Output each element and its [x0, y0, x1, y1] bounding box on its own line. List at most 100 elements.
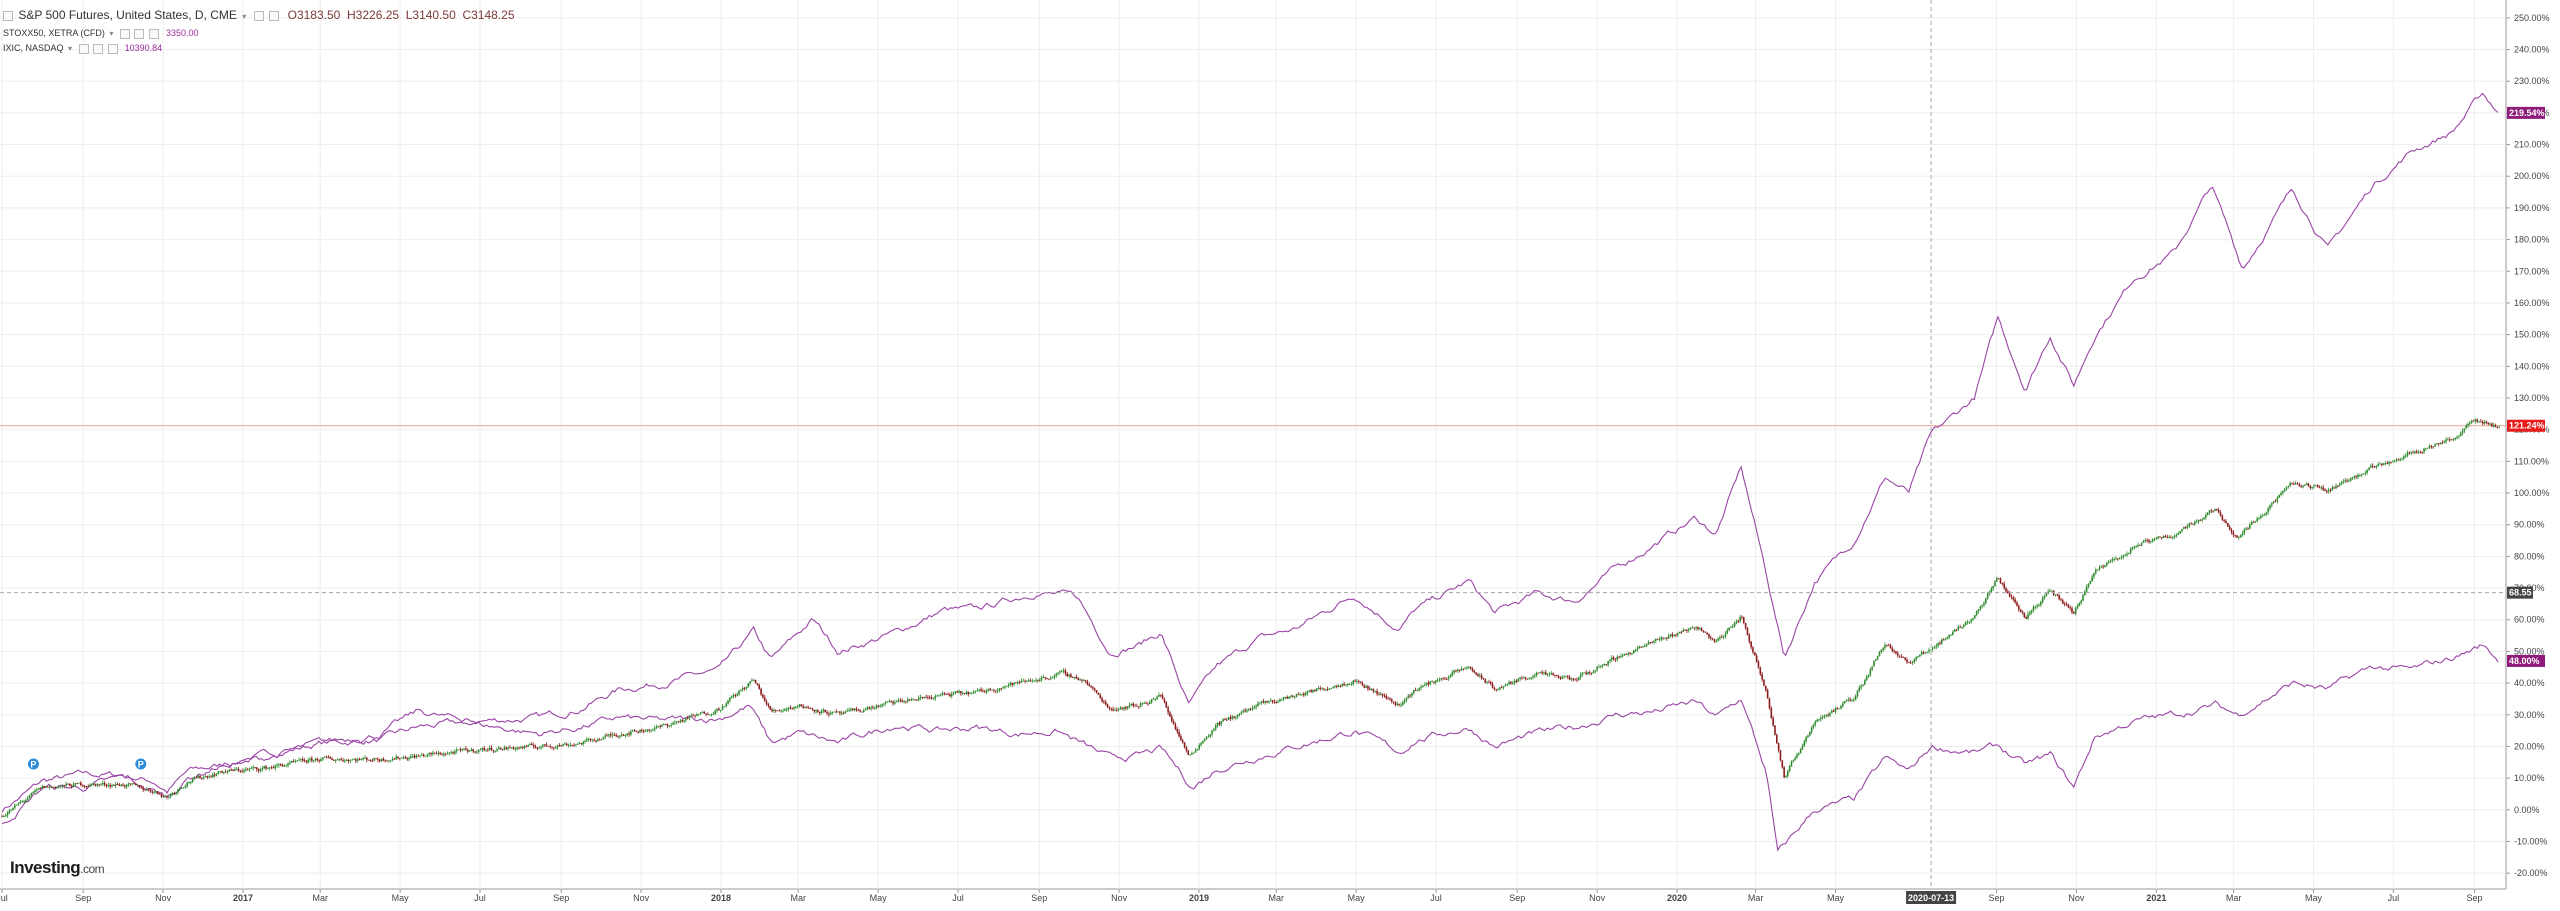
candle-body [1805, 737, 1807, 742]
candle-body [1735, 620, 1738, 623]
chevron-down-icon[interactable]: ▾ [109, 29, 114, 38]
candle-body [2139, 544, 2141, 546]
candle-body [144, 789, 146, 791]
candle-body [1400, 704, 1402, 706]
candle-body [829, 712, 832, 715]
candle-body [2291, 483, 2293, 484]
candle-body [1790, 761, 1793, 767]
candle-body [1484, 679, 1487, 683]
chevron-down-icon[interactable]: ▾ [242, 12, 247, 21]
candle-body [2236, 535, 2238, 538]
legend-series-3-value: 10390.84 [124, 43, 163, 53]
candle-body [2148, 540, 2150, 543]
settings-icon[interactable] [253, 10, 264, 21]
candle-body [2069, 607, 2071, 609]
candle-body [1849, 699, 1851, 701]
candle-body [1064, 670, 1067, 674]
candle-body [2223, 519, 2225, 521]
settings-icon[interactable] [134, 28, 145, 39]
candle-body [807, 707, 810, 709]
candle-body [1403, 700, 1406, 703]
candle-body [2436, 443, 2438, 445]
candle-body [1898, 655, 1901, 657]
candle-body [2093, 572, 2095, 577]
candle-body [879, 706, 882, 707]
candle-body [1090, 686, 1092, 688]
candle-body [1387, 698, 1389, 700]
candle-body [1486, 681, 1488, 683]
candle-body [714, 710, 717, 714]
candle-body [1746, 628, 1749, 635]
candle-body [419, 755, 421, 757]
candle-body [1095, 690, 1098, 693]
visibility-icon[interactable] [78, 43, 89, 54]
candle-body [1200, 743, 1202, 745]
candle-body [1944, 638, 1947, 640]
candle-body [749, 681, 751, 684]
candle-body [1574, 679, 1576, 681]
close-icon[interactable] [268, 10, 279, 21]
candle-body [694, 715, 696, 717]
candle-body [1378, 693, 1380, 695]
candle-body [773, 710, 775, 712]
candle-body [1765, 685, 1767, 691]
event-marker[interactable]: P [134, 757, 148, 771]
candle-body [470, 749, 473, 752]
candle-body [897, 700, 900, 702]
candle-body [433, 752, 436, 754]
candle-body [1236, 714, 1239, 717]
candle-body [411, 755, 414, 757]
visibility-icon[interactable] [119, 28, 130, 39]
candle-body [527, 745, 530, 747]
candle-body [1385, 695, 1388, 699]
candle-body [1776, 734, 1778, 743]
candle-body [1715, 640, 1718, 642]
event-marker[interactable]: P [26, 757, 40, 771]
candle-body [1191, 753, 1193, 755]
candle-body [52, 786, 55, 788]
candle-body [1073, 676, 1076, 678]
legend-series-3: IXIC, NASDAQ ▾ 10390.84 [3, 43, 162, 54]
candle-body [718, 708, 720, 711]
candle-body [606, 735, 608, 737]
candle-body [1671, 634, 1674, 637]
candle-body [23, 800, 25, 802]
candle-body [1709, 637, 1712, 639]
candle-body [2309, 486, 2312, 488]
collapse-icon[interactable] [3, 10, 13, 21]
candle-body [2469, 423, 2471, 425]
candle-body [1365, 686, 1367, 688]
candle-body [1985, 598, 1987, 604]
candle-body [1383, 695, 1386, 697]
candle-body [1977, 609, 1980, 612]
candle-body [1262, 701, 1265, 703]
candle-body [267, 768, 269, 769]
candle-body [712, 713, 715, 715]
close-icon[interactable] [107, 43, 118, 54]
candle-body [650, 729, 652, 731]
candle-body [360, 759, 363, 760]
candle-body [514, 748, 517, 750]
candle-body [2249, 524, 2251, 529]
candle-body [366, 757, 368, 760]
candle-body [129, 783, 132, 785]
close-icon[interactable] [148, 28, 159, 39]
candle-body [2408, 452, 2411, 454]
chevron-down-icon[interactable]: ▾ [68, 44, 73, 53]
candle-body [1730, 627, 1732, 628]
candle-body [872, 707, 874, 709]
candle-body [674, 722, 676, 724]
settings-icon[interactable] [93, 43, 104, 54]
candle-body [1026, 680, 1028, 682]
candle-body [140, 787, 143, 789]
candle-body [1550, 673, 1553, 675]
candle-body [1942, 639, 1945, 641]
candle-body [1658, 639, 1661, 641]
candle-body [1779, 750, 1782, 761]
last-value-badge-series-3-box [2507, 654, 2545, 667]
candle-body [256, 767, 258, 770]
candle-body [954, 691, 957, 693]
candle-body [1895, 651, 1897, 654]
